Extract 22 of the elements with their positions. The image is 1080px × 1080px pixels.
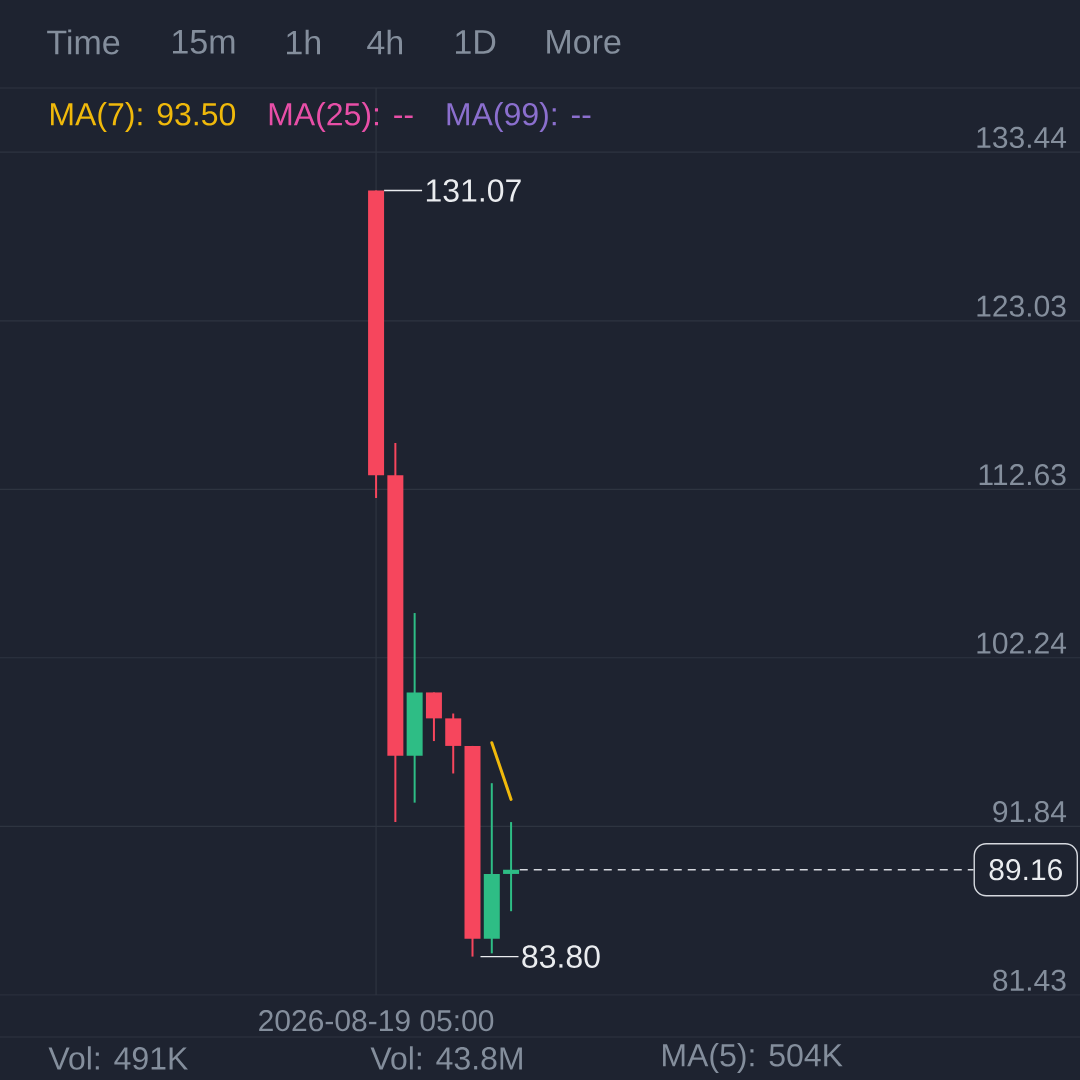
- text: MA(7): 93.50: [51, 102, 236, 132]
- y-tick-label: 112.63: [979, 464, 1066, 486]
- ref-line-label: 89.16: [989, 859, 1062, 881]
- y-tick-label: 81.43: [993, 969, 1066, 991]
- text: 4h: [367, 29, 402, 55]
- y-tick-label: 91.84: [993, 800, 1067, 823]
- y-tick-label: 102.24: [977, 632, 1067, 654]
- text: 1D: [456, 30, 496, 54]
- y-tick-label: 133.44: [977, 126, 1067, 149]
- text: More: [547, 30, 621, 54]
- text: Vol: 491K: [48, 1046, 188, 1070]
- text: Time: [47, 29, 120, 55]
- text: 1h: [287, 29, 320, 55]
- text: 15m: [173, 30, 235, 54]
- annotation: 131.07: [426, 179, 521, 202]
- text: Vol: 43.8M: [370, 1046, 522, 1070]
- text: MA(5): 504K: [663, 1043, 843, 1073]
- annotation: 83.80: [522, 945, 600, 968]
- legend-label: MA(25): --: [269, 102, 413, 132]
- legend-label: MA(99): --: [447, 102, 591, 132]
- x-tick-label: 2026-08-19 05:00: [259, 1010, 494, 1032]
- y-tick-label: 123.03: [977, 295, 1066, 317]
